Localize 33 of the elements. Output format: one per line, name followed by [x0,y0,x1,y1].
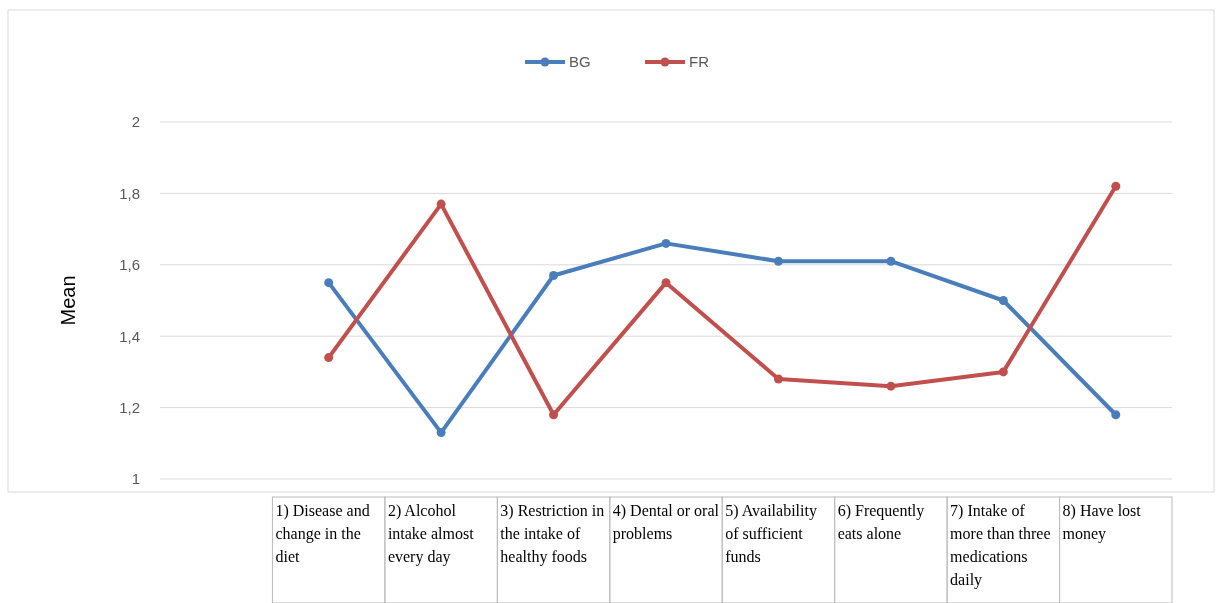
y-tick-label: 1 [131,470,140,488]
point [998,367,1008,377]
point [886,381,896,391]
y-tick-label: 2 [131,113,140,131]
point [661,238,671,248]
x-tick-label: 5) Availability of sufficient funds [725,502,817,565]
point [998,296,1008,305]
y-axis-title: Mean [57,275,79,326]
x-tick-label: 3) Restriction in the intake of healthy foods [500,502,605,566]
y-tick-label: 1,6 [119,256,140,274]
legend-label: BG [569,53,591,70]
legend-label: FR [689,53,710,70]
point [886,256,896,266]
x-tick-label: 4) Dental or oral problems [612,502,720,543]
point [1111,410,1121,420]
x-tick-label: 6) Frequently eats alone [837,502,925,542]
point [436,428,446,438]
x-tick-label: 8) Have lost money [1062,502,1142,543]
point [549,271,559,281]
point [1111,181,1121,191]
point [773,256,783,266]
point [661,278,671,288]
x-tick-label: 2) Alcohol intake almost every day [387,502,475,566]
point [436,199,446,209]
x-tick-label: 7) Intake of more than three medications daily [950,502,1051,589]
y-tick-label: 1,8 [119,184,140,202]
point [324,353,334,363]
point [773,374,783,384]
point [549,410,559,420]
x-tick-label: 1) Disease and change in the diet [275,502,370,565]
y-tick-label: 1,4 [119,327,140,345]
point [324,278,334,288]
y-tick-label: 1,2 [119,398,140,416]
